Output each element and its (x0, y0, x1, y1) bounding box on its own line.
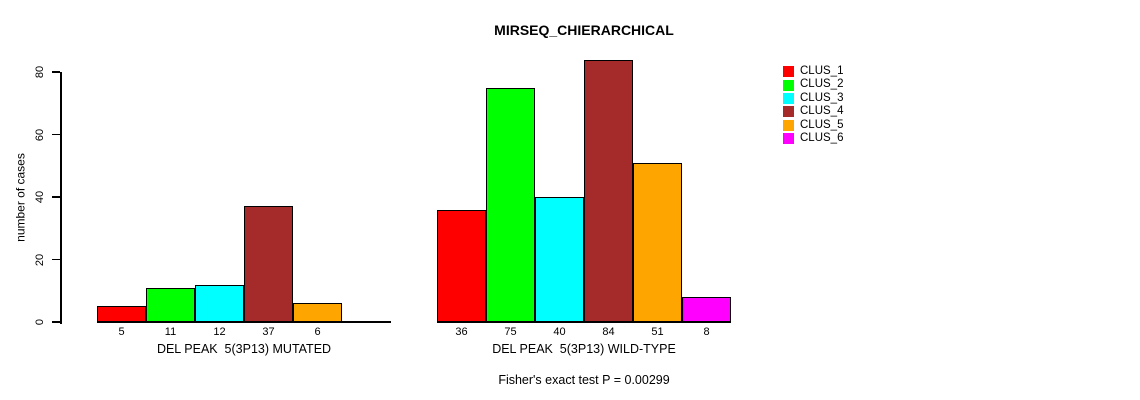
bar-value-label: 75 (504, 326, 517, 338)
group1-bar-clus_1 (97, 306, 146, 322)
group2-bar-clus_6 (682, 297, 731, 322)
group2-bar-clus_4 (584, 59, 633, 322)
legend-item: CLUS_2 (783, 78, 843, 91)
legend-item: CLUS_5 (783, 119, 843, 132)
group1-bar-clus_4 (244, 206, 293, 322)
bar-value-label: 40 (553, 326, 566, 338)
y-axis-line (60, 72, 62, 324)
legend-label: CLUS_2 (800, 78, 844, 91)
y-tick-mark (52, 196, 60, 198)
legend-label: CLUS_6 (800, 131, 844, 144)
y-tick-mark (52, 71, 60, 73)
y-tick-label: 40 (34, 190, 46, 204)
legend-swatch (783, 119, 794, 131)
y-tick-label: 80 (34, 65, 46, 79)
legend-item: CLUS_3 (783, 92, 843, 105)
legend-swatch (783, 79, 794, 91)
group2-bar-clus_2 (486, 87, 535, 322)
y-tick-mark (52, 133, 60, 136)
group2-bar-clus_5 (633, 162, 682, 322)
y-axis-label: number of cases (13, 153, 28, 242)
legend-label: CLUS_4 (800, 105, 844, 118)
bar-value-label: 84 (602, 326, 615, 338)
legend-swatch (783, 92, 794, 104)
bar-value-label: 51 (651, 326, 664, 338)
legend-swatch (783, 133, 794, 145)
y-tick-label: 60 (34, 128, 46, 141)
legend-label: CLUS_5 (800, 118, 844, 131)
group2-bar-clus_1 (437, 209, 486, 322)
legend-swatch (783, 106, 794, 118)
legend-item: CLUS_4 (783, 105, 843, 118)
legend-item: CLUS_1 (783, 65, 843, 78)
group2-bar-clus_3 (535, 197, 584, 322)
legend-item: CLUS_6 (783, 132, 843, 145)
fisher-test-annotation: Fisher's exact test P = 0.00299 (498, 373, 670, 387)
bar-value-label: 6 (314, 326, 321, 338)
x-axis-line (97, 321, 391, 323)
group1-bar-clus_2 (146, 287, 195, 322)
legend: CLUS_1 CLUS_2 CLUS_3 CLUS_4 CLUS_5 CLUS_6 (783, 65, 843, 145)
x-axis-title: DEL PEAK 5(3P13) WILD-TYPE (492, 342, 676, 356)
bar-value-label: 36 (455, 326, 468, 338)
bar-value-label: 12 (213, 326, 226, 338)
y-tick-mark (52, 321, 60, 323)
group1-bar-clus_5 (293, 303, 342, 322)
x-axis-line (437, 321, 731, 323)
legend-swatch (783, 66, 794, 78)
chart-title: MIRSEQ_CHIERARCHICAL (494, 22, 674, 38)
bar-value-label: 8 (703, 326, 710, 338)
group1-bar-clus_3 (195, 284, 244, 322)
y-tick-label: 0 (34, 318, 46, 326)
bar-value-label: 11 (164, 326, 177, 338)
y-tick-label: 20 (34, 253, 46, 266)
legend-label: CLUS_1 (800, 65, 844, 77)
legend-label: CLUS_3 (800, 91, 844, 104)
x-axis-title: DEL PEAK 5(3P13) MUTATED (156, 342, 332, 356)
bar-value-label: 5 (118, 326, 125, 338)
bar-value-label: 37 (262, 326, 275, 338)
y-tick-mark (52, 258, 60, 261)
